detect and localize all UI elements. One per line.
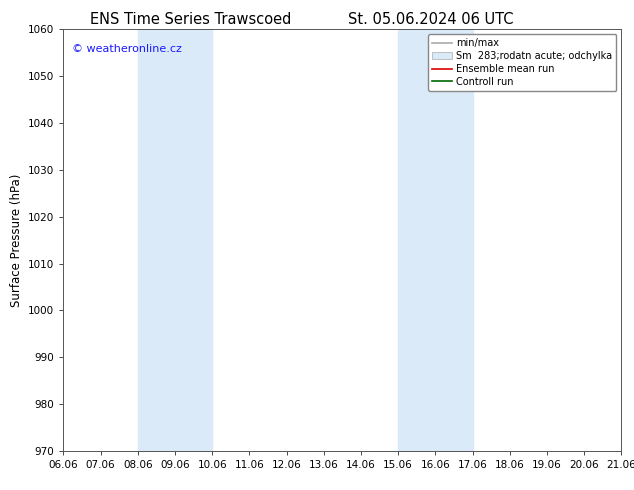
Bar [138, 29, 212, 451]
Text: ENS Time Series Trawscoed: ENS Time Series Trawscoed [89, 12, 291, 27]
Text: © weatheronline.cz: © weatheronline.cz [72, 44, 182, 54]
Y-axis label: Surface Pressure (hPa): Surface Pressure (hPa) [10, 173, 23, 307]
Text: St. 05.06.2024 06 UTC: St. 05.06.2024 06 UTC [348, 12, 514, 27]
Bar [398, 29, 472, 451]
Legend: min/max, Sm  283;rodatn acute; odchylka, Ensemble mean run, Controll run: min/max, Sm 283;rodatn acute; odchylka, … [428, 34, 616, 91]
